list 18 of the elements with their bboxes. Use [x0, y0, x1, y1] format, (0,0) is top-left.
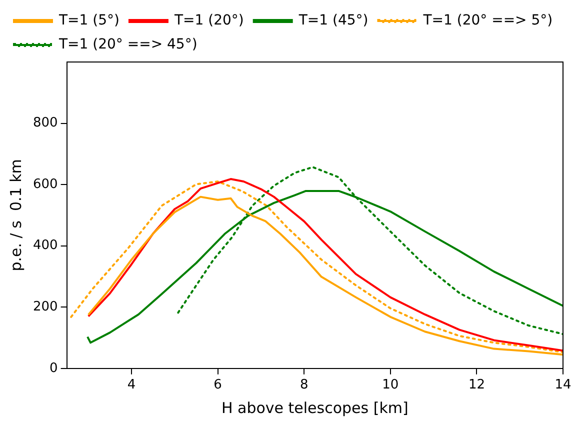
y-tick-label: 200 [32, 299, 58, 314]
legend-label: T=1 (20° ==> 45°) [58, 36, 198, 53]
y-tick-label: 0 [50, 360, 58, 376]
x-tick-label: 12 [468, 378, 485, 393]
x-tick-label: 8 [300, 378, 308, 393]
y-tick-label: 600 [32, 176, 58, 192]
x-tick-label: 10 [382, 378, 399, 393]
legend-label: T=1 (5°) [58, 12, 120, 29]
x-tick-label: 4 [127, 378, 136, 393]
x-tick-label: 6 [214, 378, 222, 393]
y-tick-label: 800 [32, 116, 58, 131]
legend-label: T=1 (20°) [173, 12, 244, 29]
x-tick-label: 14 [554, 378, 572, 393]
y-tick-label: 400 [32, 238, 58, 254]
legend-label: T=1 (20° ==> 5°) [422, 12, 553, 29]
legend-label: T=1 (45°) [298, 12, 368, 29]
y-axis-title: p.e. / s 0.1 km [6, 159, 25, 272]
x-axis-title: H above telescopes [km] [221, 398, 408, 417]
